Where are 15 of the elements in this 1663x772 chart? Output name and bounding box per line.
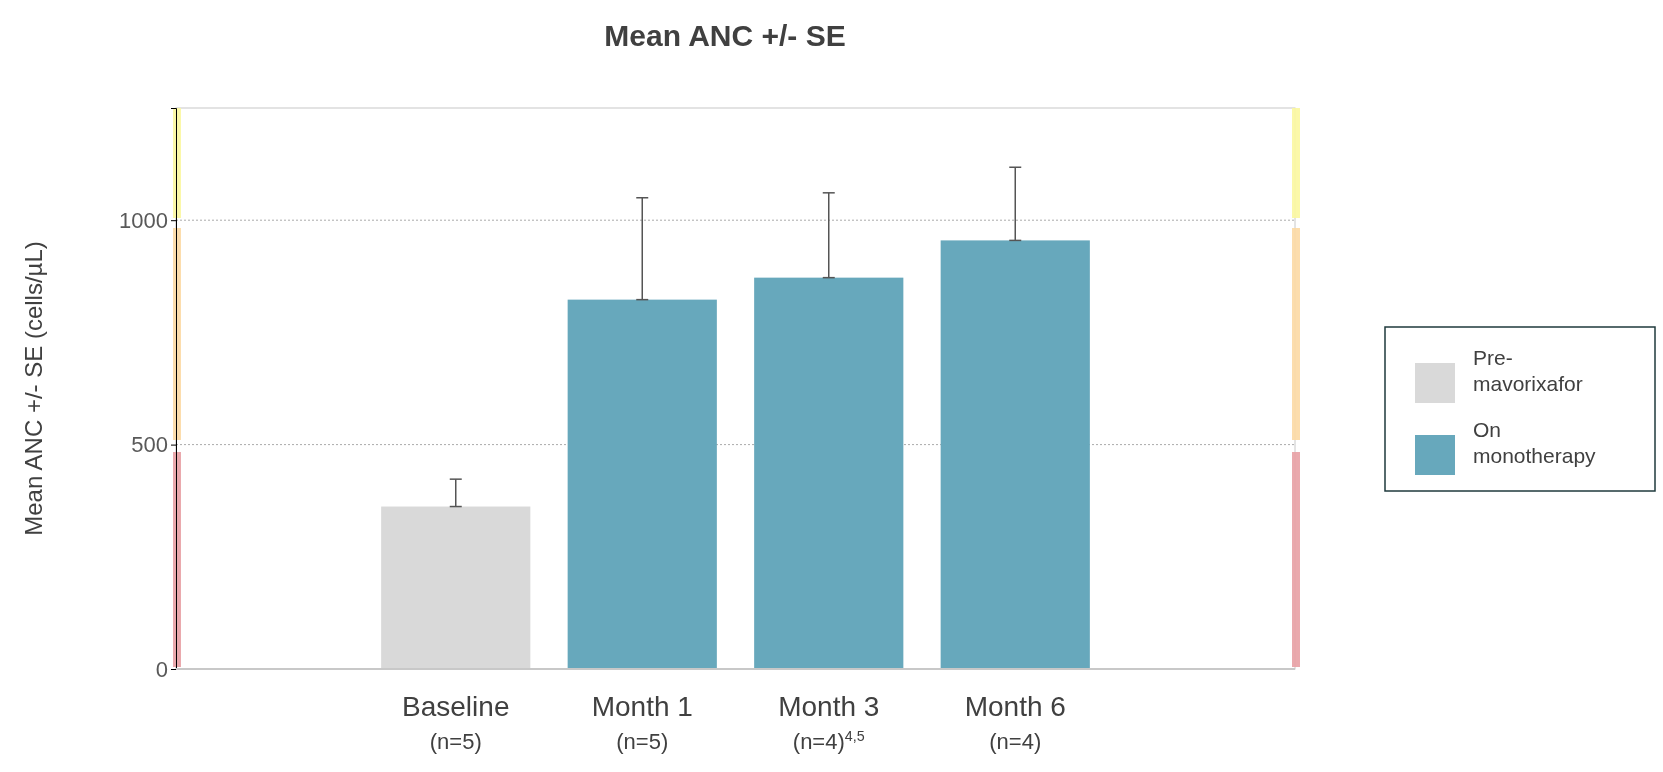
y-tick-label: 0 [155,656,168,682]
x-tick-label: Month 1 (n=5) [591,691,693,754]
y-axis-title: Mean ANC +/- SE (cells/µL) [20,241,47,536]
chart-title: Mean ANC +/- SE [604,19,846,52]
x-tick-label: Month 3 (n=4)$^{4,5}$ [778,691,880,754]
bar [381,506,531,669]
x-tick-label: Month 6 (n=4) [964,691,1066,754]
legend-label: On monotherapy [1473,418,1597,467]
y-tick-label: 1000 [119,207,168,233]
bar [940,240,1090,669]
legend-label: Pre-mavorixafor [1473,346,1583,395]
bar [754,277,904,669]
y-tick-label: 500 [131,432,168,458]
x-tick-label: Baseline (n=5) [402,691,510,754]
bar [567,299,717,669]
